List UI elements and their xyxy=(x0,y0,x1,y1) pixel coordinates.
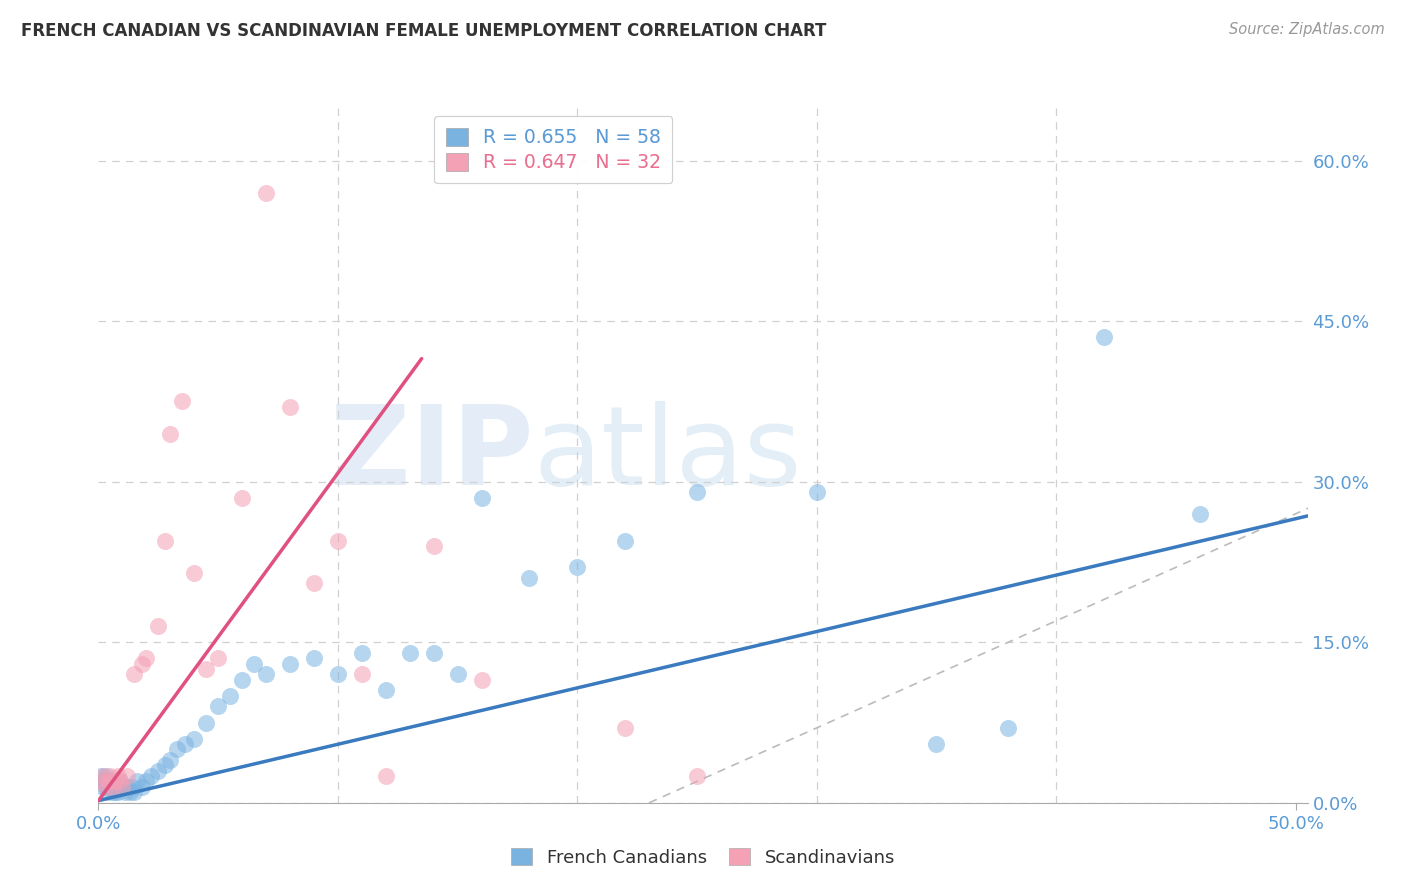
Legend: French Canadians, Scandinavians: French Canadians, Scandinavians xyxy=(503,841,903,874)
Point xyxy=(101,785,124,799)
Point xyxy=(131,657,153,671)
Point xyxy=(101,780,124,794)
Point xyxy=(115,769,138,783)
Point xyxy=(326,667,349,681)
Point xyxy=(107,769,129,783)
Point xyxy=(104,780,127,794)
Point xyxy=(422,646,444,660)
Point xyxy=(155,758,177,772)
Point xyxy=(104,785,127,799)
Point xyxy=(470,673,492,687)
Point xyxy=(686,485,709,500)
Point xyxy=(183,731,205,746)
Point xyxy=(104,774,127,789)
Point xyxy=(124,667,146,681)
Point xyxy=(254,667,277,681)
Point xyxy=(155,533,177,548)
Legend: R = 0.655   N = 58, R = 0.647   N = 32: R = 0.655 N = 58, R = 0.647 N = 32 xyxy=(434,117,672,183)
Text: FRENCH CANADIAN VS SCANDINAVIAN FEMALE UNEMPLOYMENT CORRELATION CHART: FRENCH CANADIAN VS SCANDINAVIAN FEMALE U… xyxy=(21,22,827,40)
Point xyxy=(446,667,468,681)
Point xyxy=(101,780,124,794)
Point xyxy=(108,774,131,789)
Point xyxy=(1092,330,1115,344)
Point xyxy=(148,764,170,778)
Point xyxy=(121,780,143,794)
Point xyxy=(100,780,122,794)
Point xyxy=(118,785,141,799)
Point xyxy=(183,566,205,580)
Point xyxy=(90,774,112,789)
Point xyxy=(108,774,131,789)
Point xyxy=(470,491,492,505)
Point xyxy=(374,769,396,783)
Text: atlas: atlas xyxy=(534,401,803,508)
Point xyxy=(135,651,157,665)
Point xyxy=(97,774,120,789)
Point xyxy=(139,769,162,783)
Point xyxy=(806,485,828,500)
Point xyxy=(1188,507,1211,521)
Point xyxy=(219,689,242,703)
Point xyxy=(107,785,129,799)
Point xyxy=(91,769,114,783)
Point xyxy=(135,774,157,789)
Point xyxy=(326,533,349,548)
Point xyxy=(278,400,301,414)
Text: Source: ZipAtlas.com: Source: ZipAtlas.com xyxy=(1229,22,1385,37)
Point xyxy=(997,721,1019,735)
Point xyxy=(125,774,148,789)
Point xyxy=(159,426,181,441)
Point xyxy=(207,699,229,714)
Point xyxy=(350,646,373,660)
Point xyxy=(97,785,120,799)
Point xyxy=(398,646,420,660)
Point xyxy=(100,769,122,783)
Point xyxy=(115,780,138,794)
Point xyxy=(90,769,112,783)
Point xyxy=(114,785,136,799)
Point xyxy=(100,774,122,789)
Point xyxy=(254,186,277,200)
Point xyxy=(195,662,218,676)
Point xyxy=(302,651,325,665)
Point xyxy=(195,715,218,730)
Point xyxy=(173,737,195,751)
Point xyxy=(350,667,373,681)
Point xyxy=(614,533,637,548)
Point xyxy=(124,785,146,799)
Point xyxy=(243,657,266,671)
Point xyxy=(166,742,188,756)
Text: ZIP: ZIP xyxy=(330,401,534,508)
Point xyxy=(686,769,709,783)
Point xyxy=(614,721,637,735)
Point xyxy=(231,491,253,505)
Point xyxy=(207,651,229,665)
Point xyxy=(422,539,444,553)
Point xyxy=(925,737,948,751)
Point xyxy=(374,683,396,698)
Point xyxy=(91,774,114,789)
Point xyxy=(172,394,194,409)
Point xyxy=(231,673,253,687)
Point xyxy=(107,780,129,794)
Point xyxy=(159,753,181,767)
Point xyxy=(94,774,117,789)
Point xyxy=(131,780,153,794)
Point xyxy=(148,619,170,633)
Point xyxy=(90,774,112,789)
Point xyxy=(94,780,117,794)
Point xyxy=(519,571,541,585)
Point xyxy=(91,780,114,794)
Point xyxy=(278,657,301,671)
Point xyxy=(111,780,134,794)
Point xyxy=(302,576,325,591)
Point xyxy=(97,774,120,789)
Point xyxy=(94,769,117,783)
Point xyxy=(94,780,117,794)
Point xyxy=(567,560,589,574)
Point xyxy=(111,780,134,794)
